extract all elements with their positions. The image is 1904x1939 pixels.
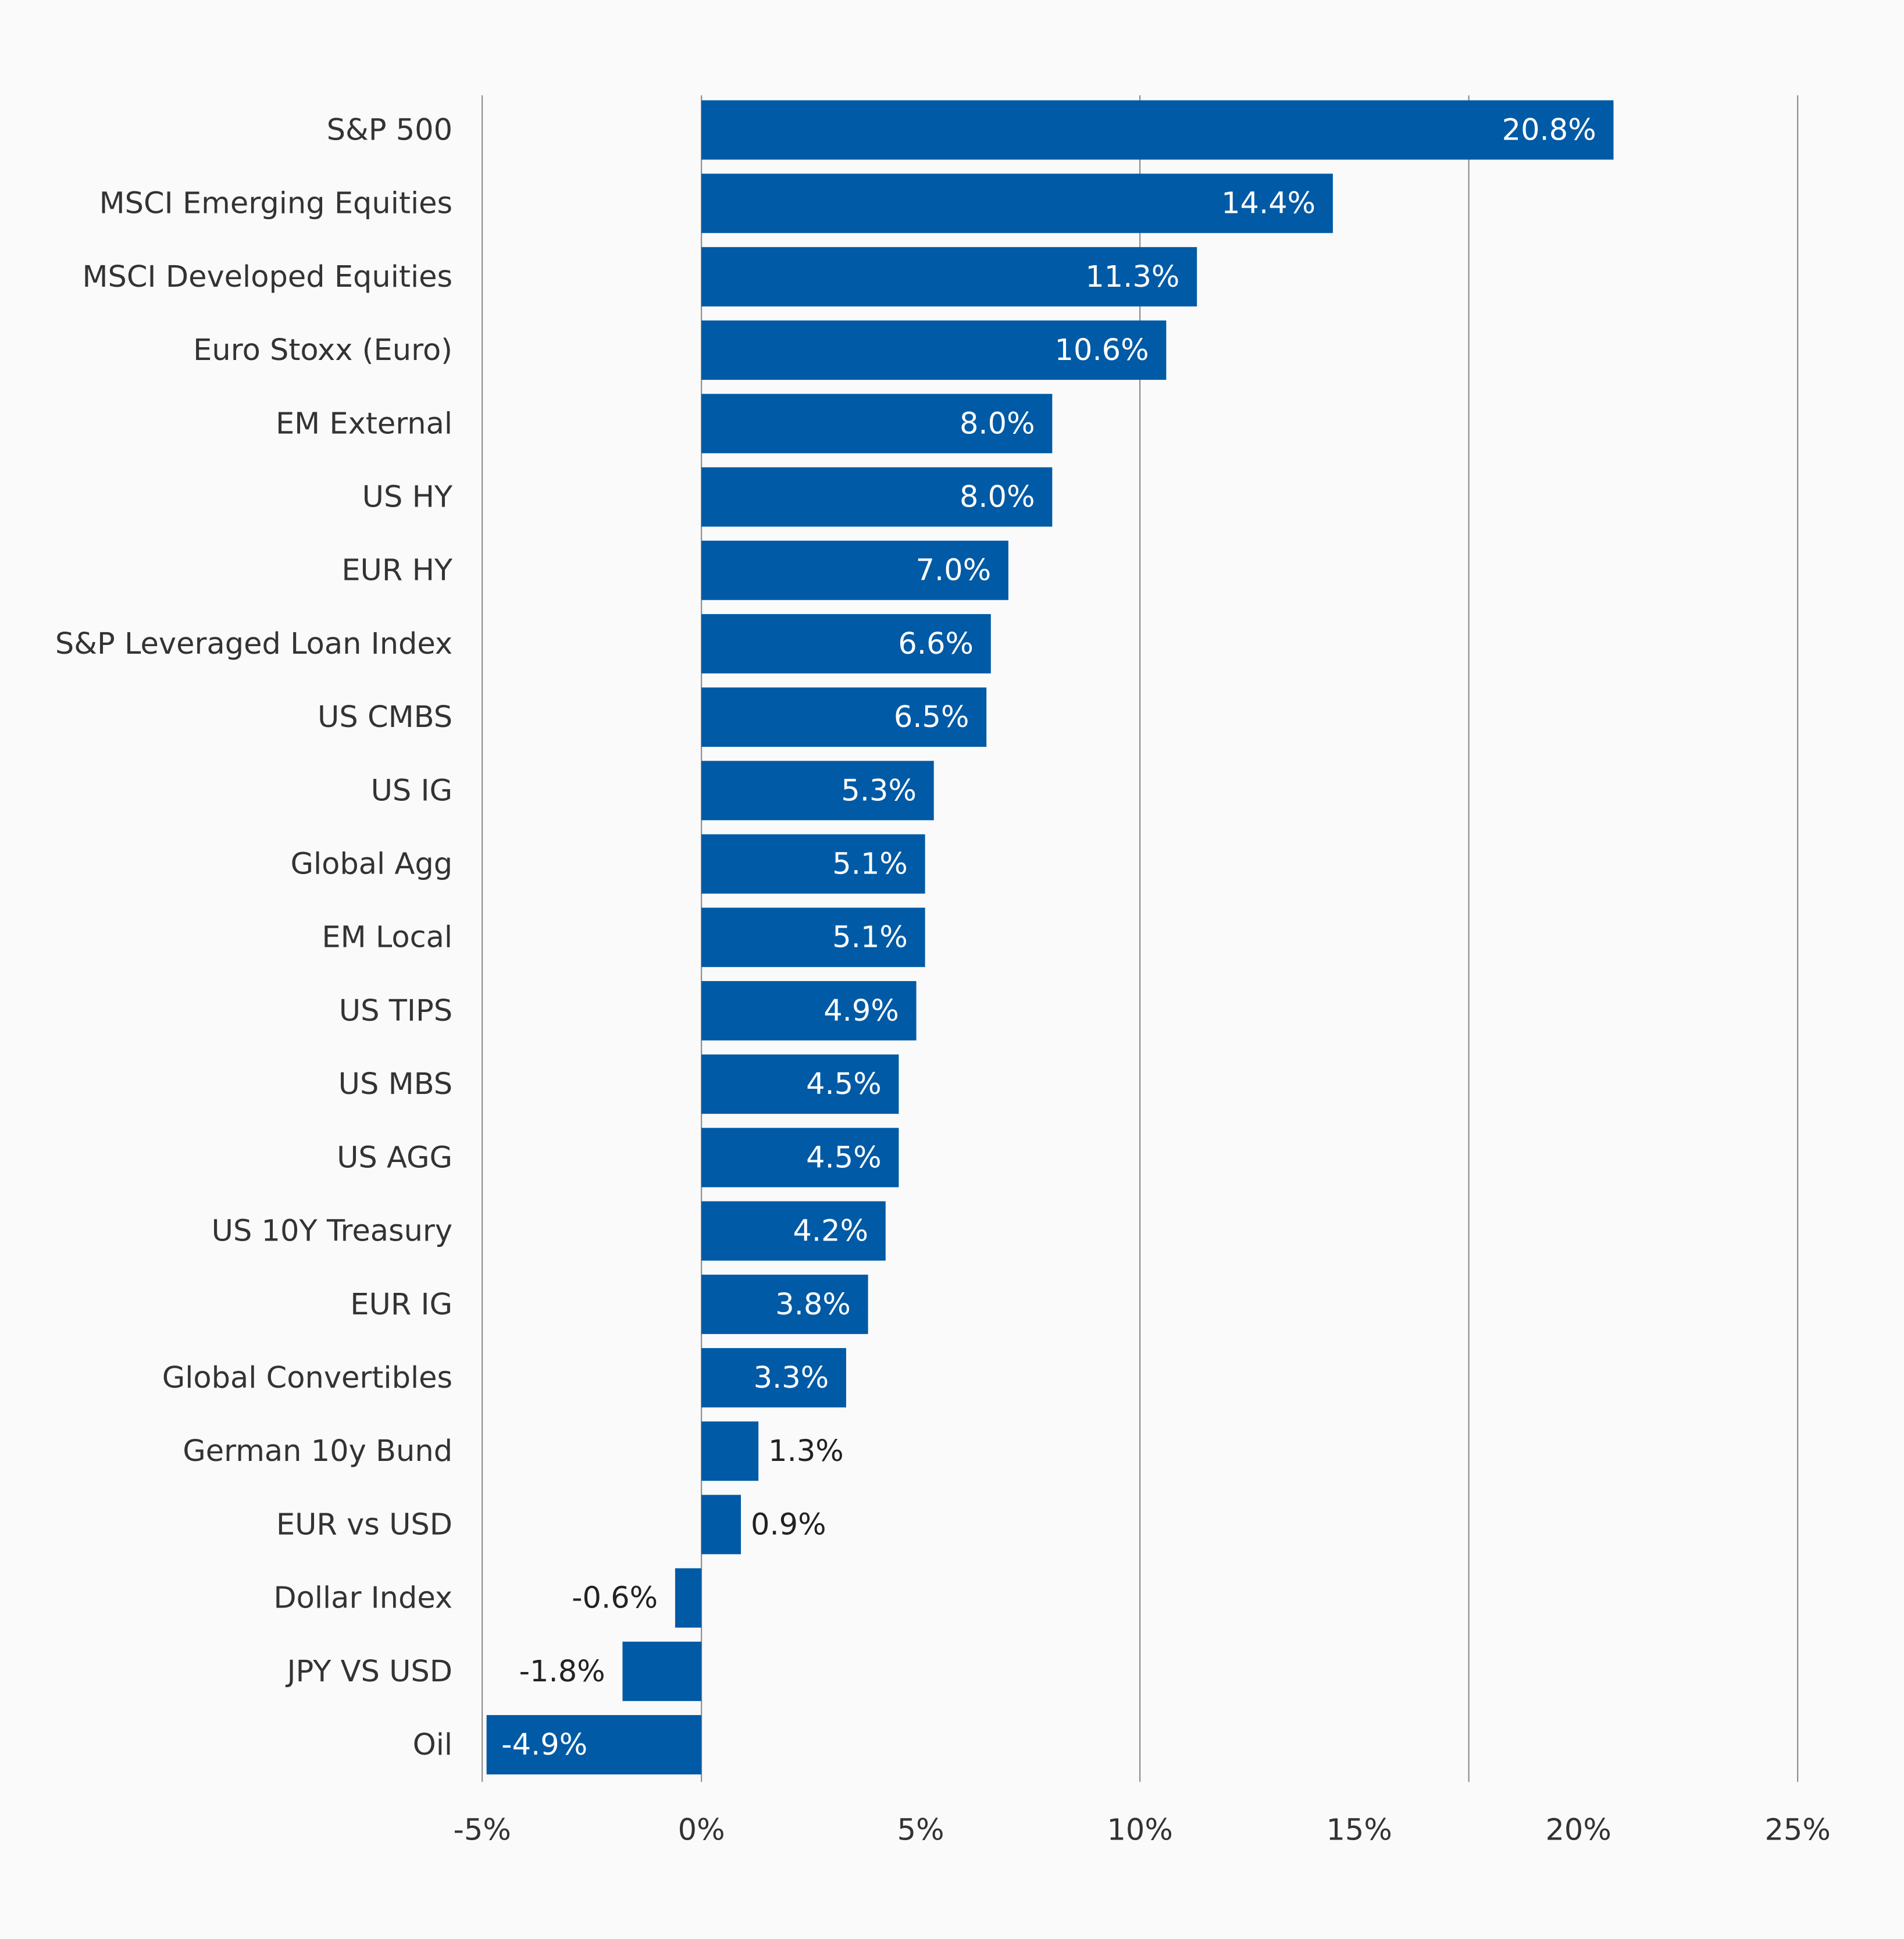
x-tick-label: 25% [1764,1813,1830,1848]
data-label: 5.1% [832,921,908,955]
category-label: S&P Leveraged Loan Index [55,627,452,661]
data-label: -4.9% [501,1728,587,1762]
bar [622,1641,702,1701]
category-label: MSCI Emerging Equities [99,187,452,221]
category-label: US TIPS [339,994,452,1028]
bar [701,1054,899,1114]
category-label: EUR HY [341,554,453,588]
category-label: US 10Y Treasury [212,1214,452,1249]
data-label: 0.9% [751,1507,826,1542]
category-label: Oil [413,1728,453,1762]
bar [701,394,1053,454]
x-tick-label: 5% [897,1813,944,1848]
data-label: 14.4% [1221,187,1315,221]
bar [701,687,987,747]
data-label: -1.8% [519,1655,605,1689]
bar [701,173,1333,233]
x-tick-label: 0% [678,1813,725,1848]
data-label: 6.5% [894,700,969,735]
category-label: US CMBS [318,700,452,735]
data-label: 3.3% [754,1361,829,1395]
data-label: 11.3% [1085,260,1179,294]
category-label: Global Agg [290,847,452,882]
category-label: US IG [371,774,453,808]
category-label: US MBS [338,1067,452,1102]
category-label: US HY [362,480,453,514]
x-tick-label: 20% [1545,1813,1611,1848]
bar [701,467,1053,527]
data-label: 8.0% [960,407,1035,441]
bar [701,981,917,1040]
data-label: 6.6% [898,627,974,661]
data-label: 5.1% [832,847,908,882]
bar [701,907,925,967]
bar [701,1348,846,1407]
bar [701,1128,899,1188]
bar [701,1495,741,1555]
bar [701,247,1197,306]
bar [701,761,934,821]
x-tick-label: 15% [1326,1813,1392,1848]
data-label: -0.6% [572,1581,658,1616]
data-label: 8.0% [960,480,1035,514]
data-label: 5.3% [841,774,917,808]
category-label: EM External [276,407,452,441]
data-label: 4.5% [806,1140,882,1175]
category-label: EUR IG [350,1288,452,1322]
category-label: EUR vs USD [276,1507,452,1542]
bar [701,834,925,894]
bar [701,540,1008,600]
category-label: Dollar Index [273,1581,452,1616]
data-label: 3.8% [775,1288,851,1322]
category-label: US AGG [337,1140,452,1175]
bar [701,1201,886,1261]
bar [701,320,1167,380]
bar [675,1568,702,1628]
bar [701,614,991,673]
bar [701,1274,868,1334]
bar [701,100,1614,160]
data-label: 7.0% [916,554,992,588]
bar [701,1421,759,1481]
x-tick-label: 10% [1107,1813,1172,1848]
data-label: 4.5% [806,1067,882,1102]
data-label: 4.9% [823,994,899,1028]
category-label: MSCI Developed Equities [83,260,453,294]
data-label: 1.3% [768,1434,844,1468]
data-label: 20.8% [1502,113,1596,147]
bar [486,1715,702,1775]
data-label: 4.2% [793,1214,868,1249]
x-tick-label: -5% [453,1813,511,1848]
data-label: 10.6% [1055,333,1149,368]
category-label: German 10y Bund [183,1434,452,1468]
category-label: EM Local [322,921,452,955]
category-label: Euro Stoxx (Euro) [193,333,452,368]
category-label: S&P 500 [327,113,453,147]
category-label: Global Convertibles [162,1361,452,1395]
category-label: JPY VS USD [286,1655,453,1689]
